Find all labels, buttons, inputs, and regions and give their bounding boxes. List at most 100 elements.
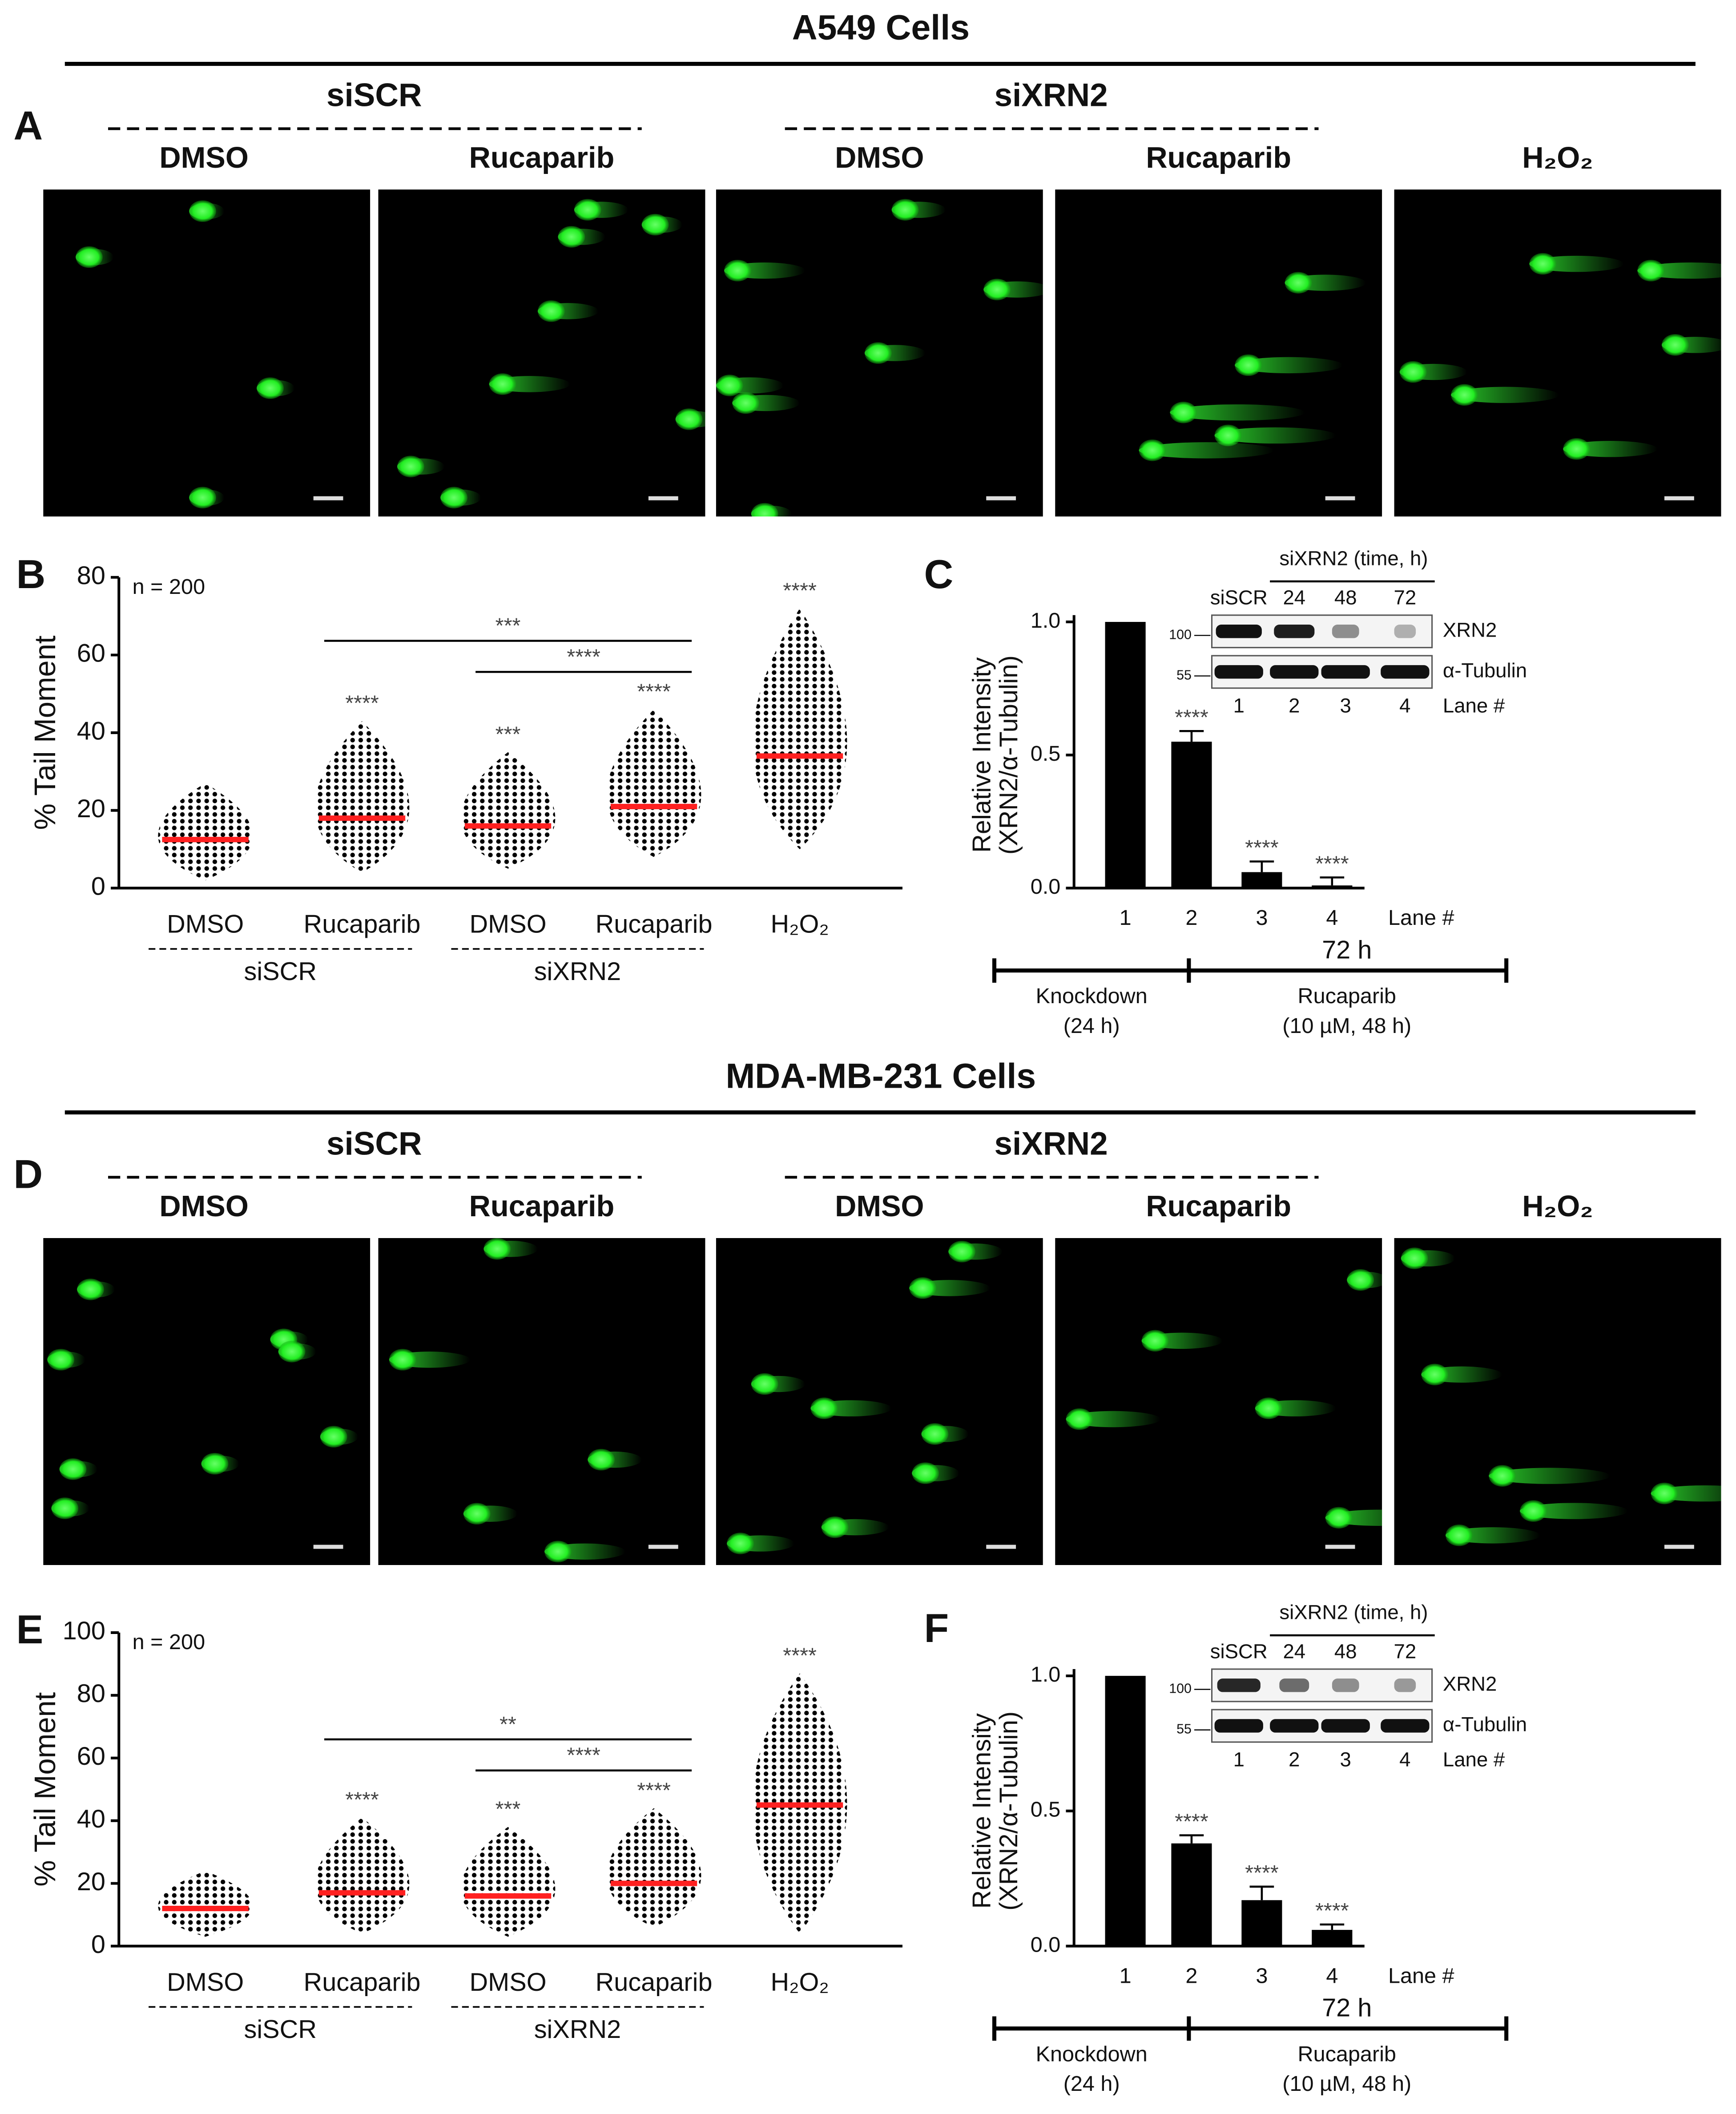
scale-bar	[648, 1545, 678, 1549]
condition-label: Rucaparib	[1146, 1190, 1291, 1223]
comet-head	[1285, 272, 1312, 294]
comet-head	[810, 1397, 838, 1420]
bar	[1105, 1676, 1146, 1946]
significance-label: ***	[495, 1797, 521, 1821]
condition-label: DMSO	[835, 1190, 924, 1223]
group-label: siXRN2	[994, 77, 1108, 113]
group-label: siSCR	[326, 77, 422, 113]
blot-band	[1321, 1719, 1370, 1733]
comet-head	[1661, 334, 1689, 356]
comet-image	[716, 1238, 1043, 1565]
x-tick-label: DMSO	[470, 910, 547, 939]
comet-head	[1520, 1500, 1547, 1522]
mean-line	[162, 1905, 249, 1912]
comet-head	[1066, 1408, 1093, 1430]
blot-band	[1332, 625, 1359, 638]
comet-head	[1421, 1364, 1449, 1386]
comet-image	[378, 190, 705, 517]
condition-label: Rucaparib	[469, 141, 615, 174]
x-tick-label: H₂O₂	[770, 1968, 829, 1997]
x-tick-label: Rucaparib	[596, 1968, 713, 1997]
comet-head	[948, 1241, 975, 1263]
comparison-label: ****	[567, 1743, 600, 1767]
x-tick-label: 4	[1326, 906, 1338, 930]
blot-lane-label: 48	[1334, 1640, 1357, 1663]
section-title: A549 Cells	[792, 8, 970, 47]
mean-line	[318, 815, 406, 821]
bar	[1241, 872, 1282, 888]
group-label: siSCR	[244, 2015, 317, 2044]
y-tick-label: 80	[77, 561, 105, 590]
blot-row-label: XRN2	[1443, 618, 1497, 641]
image-background	[716, 1238, 1043, 1565]
comet-tail	[1170, 404, 1305, 421]
scale-bar	[1664, 496, 1694, 500]
comet-head	[716, 375, 743, 396]
dot-cloud	[606, 709, 701, 857]
condition-label: DMSO	[159, 1190, 248, 1223]
blot-lane-label: 24	[1283, 1640, 1305, 1663]
y-axis-label: (XRN2/α-Tubulin)	[995, 1711, 1023, 1911]
blot-row-label: α-Tubulin	[1443, 659, 1527, 682]
comet-head	[440, 487, 467, 508]
comet-head	[189, 200, 216, 222]
comet-tail	[1235, 357, 1343, 374]
blot-lane-label: 72	[1394, 1640, 1417, 1663]
blot-band	[1381, 665, 1430, 679]
comet-image	[1055, 1238, 1382, 1565]
scale-bar	[986, 1545, 1016, 1549]
timeline-total: 72 h	[1322, 1994, 1372, 2022]
comet-tail	[1520, 1503, 1628, 1519]
comet-head	[544, 1541, 572, 1562]
dot-cloud	[460, 752, 556, 869]
y-tick-label: 0.5	[1031, 742, 1061, 766]
x-axis-label: Lane #	[1388, 1964, 1454, 1988]
error-bar	[1320, 876, 1345, 886]
y-tick-label: 0	[91, 1930, 105, 1959]
group-label: siXRN2	[534, 2015, 621, 2044]
blot-lane-label: Lane #	[1443, 694, 1505, 717]
image-background	[1055, 190, 1382, 517]
blot-band	[1214, 1719, 1263, 1733]
significance-label: ****	[345, 691, 379, 715]
significance-label: ****	[783, 579, 817, 603]
y-axis-label: Relative Intensity	[967, 657, 996, 852]
x-tick-label: 4	[1326, 1964, 1338, 1988]
comparison-label: **	[499, 1712, 516, 1736]
comet-head	[537, 300, 565, 322]
x-tick-label: 1	[1120, 906, 1132, 930]
x-tick-label: Rucaparib	[304, 1968, 421, 1997]
x-tick-label: H₂O₂	[770, 910, 829, 939]
y-tick-label: 60	[77, 1742, 105, 1771]
comet-head	[1347, 1269, 1374, 1291]
significance-label: ****	[1175, 706, 1208, 730]
comet-head	[912, 1462, 939, 1484]
error-bar	[1249, 860, 1274, 872]
y-tick-label: 60	[77, 639, 105, 668]
blot-lane-label: Lane #	[1443, 1748, 1505, 1771]
comet-image	[1055, 190, 1382, 517]
bar	[1171, 1843, 1212, 1946]
timeline-phase: Rucaparib	[1298, 984, 1396, 1008]
y-axis-label: % Tail Moment	[29, 1692, 62, 1886]
x-tick-label: Rucaparib	[304, 910, 421, 939]
dot-cloud	[314, 721, 410, 873]
mean-line	[756, 753, 843, 759]
condition-label: Rucaparib	[469, 1190, 615, 1223]
bar	[1105, 621, 1146, 888]
x-tick-label: 2	[1185, 1964, 1197, 1988]
comet-head	[278, 1340, 306, 1363]
comet-image	[1394, 190, 1721, 517]
blot-marker: 55	[1176, 668, 1192, 682]
timeline-phase: Knockdown	[1036, 2042, 1148, 2066]
mean-line	[610, 1880, 697, 1886]
dot-cloud	[314, 1817, 410, 1934]
comet-head	[483, 1238, 511, 1260]
mean-line	[464, 823, 552, 829]
comet-image	[1394, 1238, 1721, 1565]
y-tick-label: 100	[63, 1617, 105, 1645]
comet-head	[189, 487, 216, 508]
comet-head	[397, 456, 424, 477]
group-label: siSCR	[326, 1126, 422, 1162]
